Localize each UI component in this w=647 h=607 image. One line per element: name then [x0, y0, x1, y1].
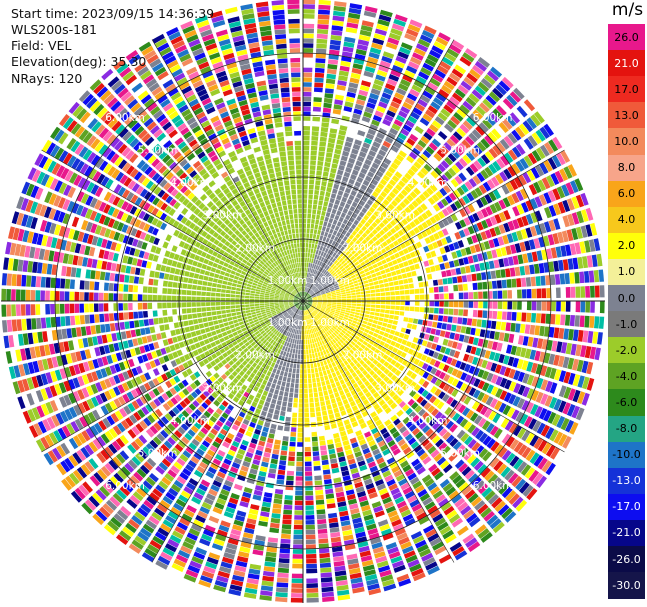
colorbar-level-label: 2.0 — [617, 239, 636, 253]
range-azimuth-grid — [1, 0, 605, 603]
colorbar-segment — [608, 128, 645, 155]
colorbar-level-label: -17.0 — [612, 500, 641, 514]
ppi-radar-display: 1.00km 2.00km 3.00km 4.00km 5.00km 6.00km 1.00… — [1, 0, 605, 603]
colorbar-unit: m/s — [611, 0, 644, 20]
range-ring-label: 5.00km — [440, 447, 480, 459]
range-ring-label: 3.00km — [375, 382, 415, 394]
colorbar-segment — [608, 519, 645, 547]
colorbar-segment — [608, 258, 645, 286]
azimuth-spoke — [302, 300, 455, 563]
colorbar-level-label: -10.0 — [612, 448, 641, 462]
colorbar-segment — [608, 337, 645, 364]
colorbar-segment — [608, 180, 645, 208]
range-ring-label: 5.00km — [440, 145, 480, 157]
colorbar-level-label: -8.0 — [615, 422, 638, 436]
velocity-bins — [1, 0, 605, 603]
colorbar-level-label: 17.0 — [614, 82, 639, 96]
range-ring-label: 1.00km — [268, 317, 308, 329]
colorbar-segment — [608, 154, 645, 182]
start-time-text: Start time: 2023/09/15 14:36:39 — [11, 6, 215, 21]
colorbar-segment — [608, 389, 645, 416]
colorbar-segment — [608, 24, 645, 51]
azimuth-spoke — [151, 300, 304, 563]
range-ring-label: 1.00km — [310, 275, 350, 287]
colorbar-level-label: -1.0 — [615, 317, 638, 331]
range-ring-label: 3.00km — [375, 210, 415, 222]
range-ring-label: 1.00km — [310, 317, 350, 329]
range-ring-label: 2.00km — [235, 242, 275, 254]
colorbar-segment — [608, 546, 645, 573]
colorbar-level-label: -4.0 — [615, 369, 638, 383]
velocity-colorbar: m/s 26.0 21.0 17.0 13.0 10.0 8.0 6.0 4.0 2.0 1.0 0… — [608, 0, 647, 607]
colorbar-segment — [608, 232, 645, 260]
colorbar-level-label: 6.0 — [617, 187, 636, 201]
nrays-text: NRays: 120 — [11, 71, 83, 86]
azimuth-spoke — [41, 300, 304, 453]
colorbar-level-label: -13.0 — [612, 474, 641, 488]
range-ring-label: 1.00km — [268, 275, 308, 287]
colorbar-level-label: 1.0 — [617, 265, 636, 279]
colorbar-segment — [608, 102, 645, 129]
range-ring-label: 6.00km — [473, 112, 513, 124]
colorbar-level-label: 10.0 — [614, 134, 639, 148]
elevation-text: Elevation(deg): 35.30 — [11, 54, 147, 69]
range-ring-label: 2.00km — [235, 350, 275, 362]
colorbar-level-label: 21.0 — [614, 56, 639, 70]
colorbar-segment — [608, 50, 645, 77]
colorbar-segment — [608, 311, 645, 338]
range-ring-label: 3.00km — [203, 382, 243, 394]
range-ring-label: 6.00km — [473, 480, 513, 492]
colorbar-level-label: 4.0 — [617, 213, 636, 227]
range-ring-label: 2.00km — [343, 350, 383, 362]
azimuth-spoke — [151, 39, 304, 302]
range-ring-label: 4.00km — [408, 177, 448, 189]
instrument-text: WLS200s-181 — [11, 22, 97, 37]
range-ring-labels: 1.00km 2.00km 3.00km 4.00km 5.00km 6.00km 1.00… — [105, 112, 512, 492]
colorbar-segment — [608, 76, 645, 103]
colorbar-level-label: -26.0 — [612, 552, 641, 566]
azimuth-spoke — [302, 39, 455, 302]
colorbar-level-label: -2.0 — [615, 343, 638, 357]
colorbar-segment — [608, 206, 645, 234]
colorbar-level-label: 13.0 — [614, 108, 639, 122]
range-ring-label: 5.00km — [138, 447, 178, 459]
colorbar-level-label: -30.0 — [612, 578, 641, 592]
colorbar-segment — [608, 441, 645, 469]
colorbar-segment — [608, 415, 645, 443]
range-ring-label: 2.00km — [343, 242, 383, 254]
colorbar-level-label: 8.0 — [617, 161, 636, 175]
colorbar-level-label: 26.0 — [614, 30, 639, 44]
range-ring-label: 4.00km — [170, 415, 210, 427]
range-ring-label: 6.00km — [105, 480, 145, 492]
range-ring-label: 3.00km — [203, 210, 243, 222]
azimuth-spoke — [302, 149, 565, 302]
range-ring-label: 6.00km — [105, 112, 145, 124]
colorbar-segment — [608, 285, 645, 312]
azimuth-spoke — [41, 149, 304, 302]
range-ring-label: 4.00km — [170, 177, 210, 189]
colorbar-segment — [608, 493, 645, 521]
range-ring-label: 4.00km — [408, 415, 448, 427]
colorbar-level-label: 0.0 — [617, 291, 636, 305]
colorbar-segment — [608, 467, 645, 495]
field-text: Field: VEL — [11, 38, 72, 53]
range-ring-label: 5.00km — [138, 145, 178, 157]
colorbar-level-label: -21.0 — [612, 526, 641, 540]
colorbar-level-label: -6.0 — [615, 395, 638, 409]
azimuth-spoke — [302, 300, 565, 453]
colorbar-segment — [608, 572, 645, 599]
colorbar-segment — [608, 363, 645, 390]
